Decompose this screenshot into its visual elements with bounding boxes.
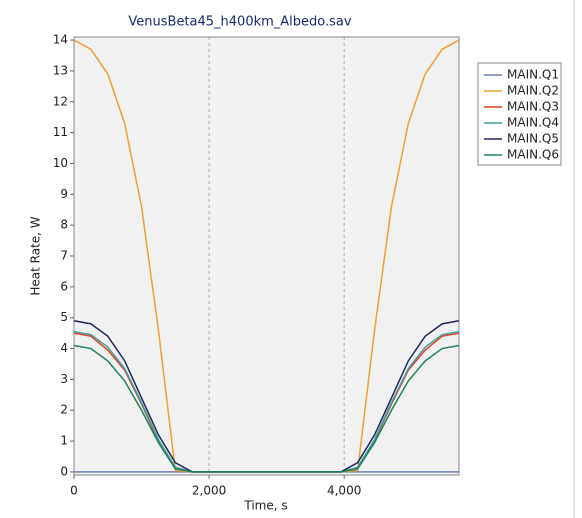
legend-label: MAIN.Q5 — [507, 132, 559, 146]
y-tick-label: 13 — [53, 63, 68, 77]
y-tick-label: 0 — [60, 464, 68, 478]
legend-label: MAIN.Q6 — [507, 148, 559, 162]
series-line — [73, 344, 460, 473]
y-tick-label: 5 — [60, 310, 68, 324]
chart-title: VenusBeta45_h400km_Albedo.sav — [128, 15, 352, 30]
y-tick-label: 11 — [53, 125, 68, 139]
y-tick-label: 9 — [60, 187, 68, 201]
y-tick-label: 14 — [53, 33, 68, 47]
y-tick-label: 1 — [60, 434, 68, 448]
x-tick-label: 4,000 — [327, 484, 361, 498]
plot-area — [73, 36, 460, 476]
legend-label: MAIN.Q2 — [507, 84, 559, 98]
y-tick-label: 7 — [60, 249, 68, 263]
y-tick-label: 6 — [60, 279, 68, 293]
y-tick-label: 8 — [60, 218, 68, 232]
y-tick-label: 3 — [60, 372, 68, 386]
legend-label: MAIN.Q3 — [507, 100, 559, 114]
y-tick-label: 4 — [60, 341, 68, 355]
x-axis-label: Time, s — [243, 499, 287, 513]
x-tick-label: 2,000 — [192, 484, 226, 498]
y-tick-label: 12 — [53, 94, 68, 108]
x-tick-label: 0 — [70, 484, 78, 498]
y-axis-label: Heat Rate, W — [29, 216, 43, 295]
legend — [477, 62, 562, 166]
legend-label: MAIN.Q1 — [507, 68, 559, 82]
legend-label: MAIN.Q4 — [507, 116, 559, 130]
y-tick-label: 10 — [53, 156, 68, 170]
y-tick-label: 2 — [60, 403, 68, 417]
